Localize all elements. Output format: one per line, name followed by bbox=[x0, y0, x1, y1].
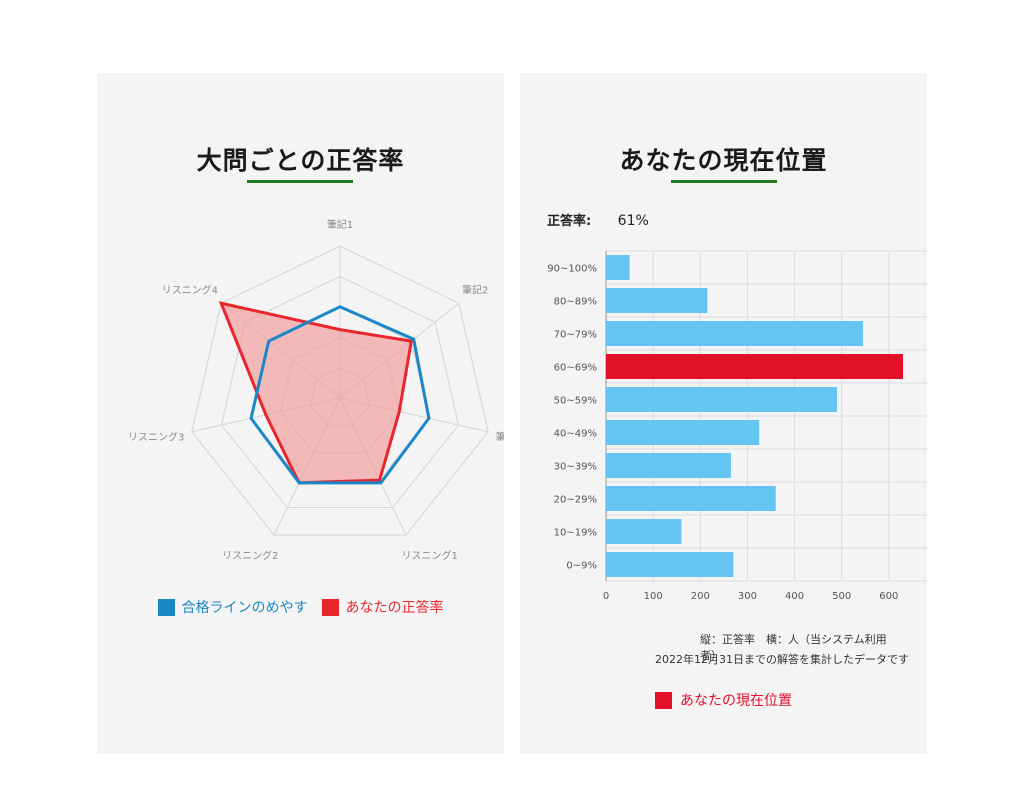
radar-axis-label: 筆記3 bbox=[496, 431, 504, 444]
bar-legend: あなたの現在位置 bbox=[655, 690, 792, 710]
distribution-bar-chart: 0 100 200 300 400 500 600 700 90~100% 80~89% 70~79… bbox=[547, 250, 927, 602]
y-tick-label: 90~100% bbox=[547, 264, 597, 275]
y-tick-label: 30~39% bbox=[554, 462, 597, 473]
accuracy-value: 61% bbox=[617, 213, 649, 229]
radar-axis-label: 筆記2 bbox=[462, 284, 488, 297]
bar bbox=[606, 321, 863, 346]
bar-highlight bbox=[606, 354, 903, 379]
y-tick-label: 70~79% bbox=[554, 330, 597, 341]
radar-grid-ring bbox=[191, 245, 489, 536]
accuracy-label: 正答率: bbox=[547, 214, 592, 229]
bar bbox=[606, 486, 776, 511]
radar-axis-label: リスニング4 bbox=[162, 284, 218, 297]
y-tick-label: 20~29% bbox=[554, 495, 597, 506]
legend-pass-line-label: 合格ラインのめやす bbox=[181, 600, 308, 616]
radar-chart: 筆記1 筆記2 筆記3 リスニング1 リスニング2 リスニング3 リスニング4 bbox=[128, 218, 504, 562]
bar-title: あなたの現在位置 bbox=[619, 146, 828, 175]
your-score-swatch bbox=[321, 598, 339, 616]
bar bbox=[606, 453, 731, 478]
x-tick-label: 600 bbox=[879, 591, 898, 602]
x-tick-label: 100 bbox=[644, 591, 663, 602]
title-underline bbox=[247, 180, 353, 183]
radar-title: 大問ごとの正答率 bbox=[196, 146, 405, 175]
legend-pass-line: 合格ラインのめやす bbox=[157, 597, 308, 617]
radar-series-your-score bbox=[218, 301, 414, 485]
radar-axis-label: リスニング2 bbox=[222, 549, 278, 562]
x-tick-label: 300 bbox=[738, 591, 757, 602]
current-position-swatch bbox=[655, 691, 672, 709]
title-underline bbox=[671, 180, 777, 183]
bar-legend-label: あなたの現在位置 bbox=[680, 693, 792, 709]
bar bbox=[606, 420, 760, 445]
date-note: 2022年12月31日までの解答を集計したデータです bbox=[655, 653, 909, 666]
y-tick-label: 0~9% bbox=[566, 561, 597, 572]
y-tick-label: 60~69% bbox=[554, 363, 597, 374]
legend-your-score: あなたの正答率 bbox=[321, 597, 444, 617]
y-tick-label: 40~49% bbox=[554, 429, 597, 440]
radar-axis-label: 筆記1 bbox=[327, 218, 353, 231]
pass-line-swatch bbox=[157, 598, 175, 616]
radar-legend: 合格ラインのめやす あなたの正答率 bbox=[97, 597, 504, 617]
bar bbox=[606, 387, 837, 412]
accuracy-by-section-panel: 大問ごとの正答率 筆記1 筆記2 筆記3 リスニング1 リスニング2 リスニング3 リスニン… bbox=[97, 73, 504, 754]
accuracy-row: 正答率: 61% bbox=[547, 210, 649, 229]
x-tick-label: 0 bbox=[603, 591, 609, 602]
current-position-panel: あなたの現在位置 正答率: 61% 0 100 200 300 400 500 600 700… bbox=[520, 73, 927, 754]
x-tick-label: 700 bbox=[926, 591, 927, 602]
radar-series-pass-line bbox=[249, 305, 431, 485]
y-tick-label: 50~59% bbox=[554, 396, 597, 407]
bar bbox=[606, 255, 630, 280]
x-tick-label: 200 bbox=[691, 591, 710, 602]
x-tick-label: 500 bbox=[832, 591, 851, 602]
radar-axis-label: リスニング3 bbox=[128, 431, 184, 444]
radar-axis-label: リスニング1 bbox=[401, 549, 457, 562]
bar bbox=[606, 288, 708, 313]
axes-note: 縦：正答率 横：人（当システム利用者） bbox=[700, 633, 887, 662]
bar bbox=[606, 519, 682, 544]
y-tick-label: 10~19% bbox=[554, 528, 597, 539]
x-tick-label: 400 bbox=[785, 591, 804, 602]
legend-your-score-label: あなたの正答率 bbox=[345, 600, 444, 616]
y-tick-label: 80~89% bbox=[554, 297, 597, 308]
bar bbox=[606, 552, 734, 577]
